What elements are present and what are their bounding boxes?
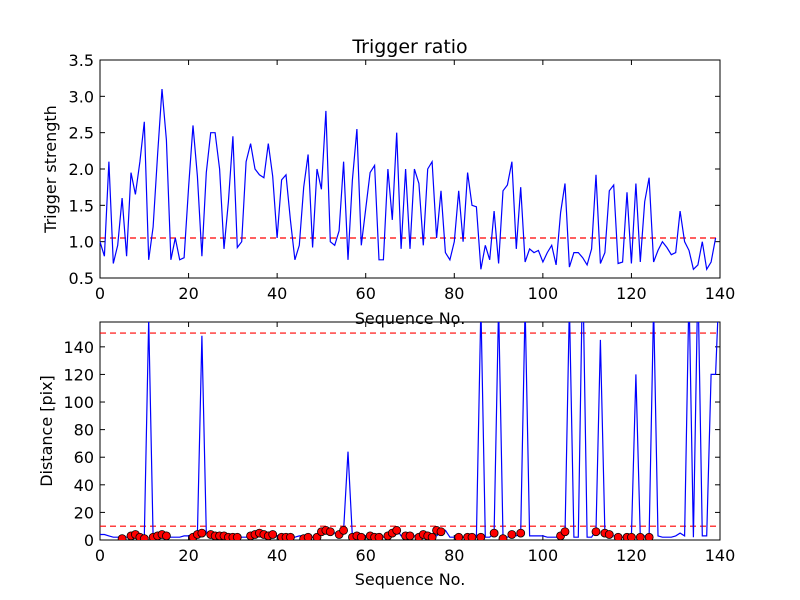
data-point-marker	[507, 530, 517, 539]
x-tick-label: 120	[616, 546, 647, 565]
data-point-marker	[591, 527, 601, 537]
chart-title: Trigger ratio	[351, 36, 467, 58]
y-axis-label: Distance [pix]	[37, 375, 56, 487]
y-tick-label: 140	[63, 338, 94, 357]
x-ticks: 0 20 40 60 80 100 120 140	[95, 60, 735, 303]
x-tick-label: 80	[444, 284, 464, 303]
data-point-marker	[405, 531, 415, 540]
data-point-marker	[268, 530, 278, 539]
y-tick-label: 0.5	[69, 269, 94, 288]
y-tick-label: 40	[74, 476, 94, 495]
data-point-marker	[374, 532, 384, 540]
x-tick-label: 100	[528, 546, 559, 565]
y-tick-label: 1.0	[69, 233, 94, 252]
data-point-marker	[560, 527, 570, 537]
data-point-marker	[489, 528, 499, 538]
data-point-marker	[197, 528, 207, 538]
y-tick-label: 1.5	[69, 196, 94, 215]
x-tick-label: 140	[705, 546, 736, 565]
y-tick-label: 20	[74, 503, 94, 522]
y-tick-label: 80	[74, 421, 94, 440]
x-tick-label: 80	[444, 546, 464, 565]
x-tick-label: 60	[356, 284, 376, 303]
data-point-marker	[498, 534, 508, 540]
x-tick-label: 40	[267, 284, 287, 303]
x-ticks: 0 20 40 60 80 100 120 140	[95, 322, 735, 565]
x-tick-label: 20	[178, 546, 198, 565]
x-tick-label: 140	[705, 284, 736, 303]
data-point-marker	[604, 530, 614, 539]
data-point-marker	[613, 532, 623, 540]
x-tick-label: 40	[267, 546, 287, 565]
threshold-lines	[100, 332, 720, 527]
y-ticks: 0 20 40 60 80 100 120 140	[63, 338, 720, 550]
y-tick-label: 120	[63, 365, 94, 384]
x-axis-label: Sequence No.	[355, 309, 466, 328]
trigger-ratio-chart: Trigger ratio 0 20 40 60 80 100 120 140 0.5 1.0 1…	[41, 36, 735, 328]
x-tick-label: 20	[178, 284, 198, 303]
x-axis-label: Sequence No.	[355, 570, 466, 589]
y-tick-label: 0	[84, 531, 94, 550]
data-point-marker	[303, 532, 313, 540]
data-point-marker	[627, 532, 636, 540]
data-point-marker	[162, 531, 171, 540]
x-tick-label: 100	[528, 284, 559, 303]
y-ticks: 0.5 1.0 1.5 2.0 2.5 3.0 3.5	[69, 51, 720, 288]
x-tick-label: 0	[95, 284, 105, 303]
data-point-marker	[139, 534, 149, 540]
data-point-marker	[232, 532, 242, 540]
data-point-marker	[467, 532, 477, 540]
x-tick-label: 0	[95, 546, 105, 565]
x-tick-label: 120	[616, 284, 647, 303]
y-axis-label: Trigger strength	[41, 105, 60, 234]
data-point-marker	[286, 532, 295, 540]
data-point-marker	[476, 532, 486, 540]
distance-chart: 0 20 40 60 80 100 120 140 0 20 40 60 80 100 120 140 Se…	[37, 321, 735, 589]
y-tick-label: 2.5	[69, 124, 94, 143]
y-tick-label: 2.0	[69, 160, 94, 179]
data-point-marker	[427, 532, 437, 540]
data-point-marker	[325, 527, 335, 537]
data-point-marker	[516, 528, 526, 538]
data-point-marker	[356, 532, 366, 540]
y-tick-label: 100	[63, 393, 94, 412]
series-line	[99, 89, 717, 272]
data-point-marker	[117, 534, 127, 540]
markers	[117, 525, 654, 540]
y-tick-label: 3.5	[69, 51, 94, 70]
data-point-marker	[454, 532, 464, 540]
y-tick-label: 60	[74, 448, 94, 467]
y-tick-label: 3.0	[69, 87, 94, 106]
data-point-marker	[644, 532, 654, 540]
data-point-marker	[339, 525, 348, 535]
x-tick-label: 60	[356, 546, 376, 565]
data-point-marker	[635, 532, 645, 540]
data-point-marker	[436, 527, 446, 537]
data-point-marker	[392, 525, 402, 535]
